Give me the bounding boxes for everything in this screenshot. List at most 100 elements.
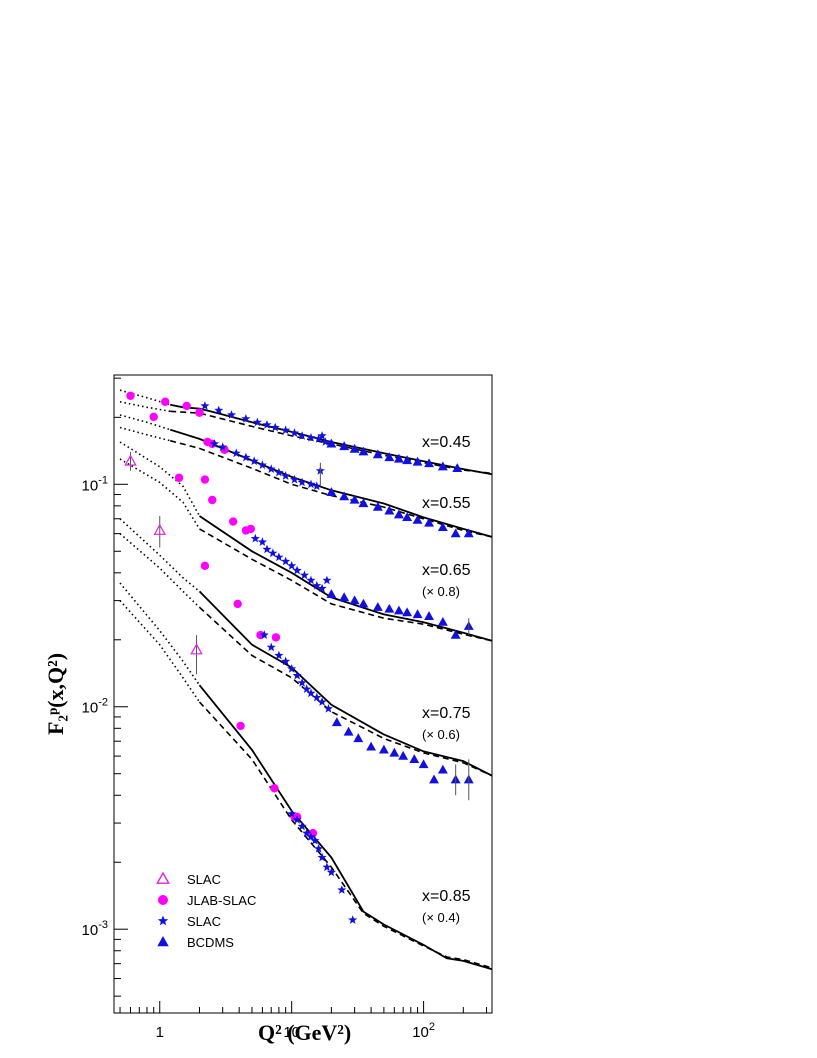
slac-star-point	[317, 583, 327, 593]
slac-star-point	[348, 915, 358, 924]
bcdms-point	[418, 759, 429, 769]
slac-open-triangle-point	[153, 523, 166, 535]
slac-star-point	[312, 692, 322, 702]
axis-ticks: 1 10 102 10-1 10-2 10-3	[82, 377, 488, 1041]
model-curve-dashed	[198, 606, 493, 777]
x-tick-label: 10	[283, 1024, 300, 1041]
legend-marker-circle	[158, 895, 168, 905]
slac-star-point	[306, 479, 316, 489]
model-curve-dotted	[119, 441, 201, 517]
jlab-slac-point	[200, 561, 210, 571]
slac-star-point	[297, 678, 307, 687]
jlab-slac-point	[126, 391, 135, 400]
slac-star-point	[292, 815, 302, 824]
slac-star-point	[314, 843, 324, 853]
slac-open-triangle-point	[190, 643, 203, 655]
bcdms-point	[349, 595, 360, 605]
slac-star-point	[266, 464, 276, 473]
slac-star-point	[252, 417, 262, 427]
slac-star-point	[274, 467, 284, 477]
bcdms-point	[358, 598, 369, 608]
bcdms-point	[437, 461, 448, 471]
slac-star-point	[302, 684, 312, 693]
slac-star-point	[231, 448, 241, 458]
legend-marker-triangle	[157, 936, 169, 947]
slac-star-point	[322, 862, 332, 872]
jlab-slac-point	[271, 633, 281, 642]
bcdms-point	[343, 726, 354, 736]
slac-star-point	[241, 414, 251, 423]
slac-star-point	[317, 697, 327, 706]
slac-star-point	[289, 474, 299, 484]
bcdms-point	[412, 456, 423, 466]
bcdms-point	[402, 607, 413, 617]
slac-star-point	[320, 437, 330, 446]
slac-star-point	[266, 642, 276, 652]
slac-star-point	[274, 552, 284, 562]
legend-label: JLAB-SLAC	[187, 893, 256, 908]
slac-star-point	[323, 703, 333, 713]
bcdms-point	[437, 616, 448, 626]
slac-star-point	[287, 809, 297, 818]
bcdms-point	[393, 509, 404, 519]
slac-star-point	[297, 477, 307, 487]
slac-star-point	[292, 670, 302, 680]
series-label: x=0.85	[422, 888, 471, 905]
jlab-slac-point	[195, 408, 204, 417]
slac-star-point	[281, 556, 291, 566]
jlab-slac-point	[161, 397, 170, 406]
slac-open-triangle-point	[124, 454, 137, 466]
bcdms-point	[378, 744, 389, 754]
slac-star-point	[241, 452, 251, 462]
bcdms-point	[331, 717, 342, 727]
bcdms-point	[389, 747, 400, 757]
slac-star-point	[292, 565, 302, 575]
bcdms-point	[358, 498, 369, 508]
legend-label: SLAC	[187, 872, 221, 887]
bcdms-point	[452, 463, 463, 472]
bcdms-point	[450, 528, 461, 538]
series-scale-note: (× 0.6)	[422, 727, 460, 742]
slac-star-point	[299, 570, 309, 580]
model-curve-dashed_dotted	[119, 401, 171, 413]
slac-star-point	[302, 828, 312, 838]
jlab-slac-point	[236, 721, 245, 731]
x-tick-label: 1	[156, 1024, 164, 1041]
x-axis-title: Q² (GeV²)	[258, 1020, 351, 1045]
model-curve-dotted	[119, 582, 201, 686]
slac-star-point	[306, 688, 316, 698]
bcdms-point	[450, 629, 461, 639]
bcdms-point	[437, 764, 448, 774]
bcdms-point	[326, 438, 337, 448]
bcdms-point	[463, 528, 474, 538]
slac-star-point	[326, 867, 336, 877]
jlab-slac-point	[270, 784, 279, 793]
bcdms-point	[424, 517, 434, 527]
slac-star-point	[287, 664, 297, 673]
bcdms-point	[326, 589, 337, 599]
jlab-slac-point	[182, 401, 191, 411]
slac-star-point	[287, 561, 297, 570]
y-tick-label: 10-1	[82, 474, 108, 494]
slac-star-point	[306, 432, 316, 442]
slac-star-point	[322, 575, 332, 585]
slac-star-point	[250, 533, 260, 543]
bcdms-point	[372, 449, 383, 459]
legend: SLAC JLAB-SLAC SLAC BCDMS	[156, 871, 256, 950]
slac-star-point	[314, 434, 324, 443]
data-points	[124, 391, 474, 924]
slac-star-point	[257, 460, 267, 469]
slac-star-point	[262, 544, 272, 554]
bcdms-point	[412, 609, 423, 619]
jlab-slac-point	[208, 495, 217, 505]
bcdms-point	[402, 512, 413, 522]
y-tick-label: 10-2	[82, 697, 108, 717]
bcdms-point	[437, 522, 448, 532]
series-label: x=0.55	[422, 495, 471, 512]
bcdms-point	[353, 733, 364, 743]
bcdms-point	[372, 602, 383, 611]
bcdms-point	[409, 754, 420, 764]
slac-star-point	[337, 885, 347, 894]
bcdms-point	[393, 453, 404, 463]
